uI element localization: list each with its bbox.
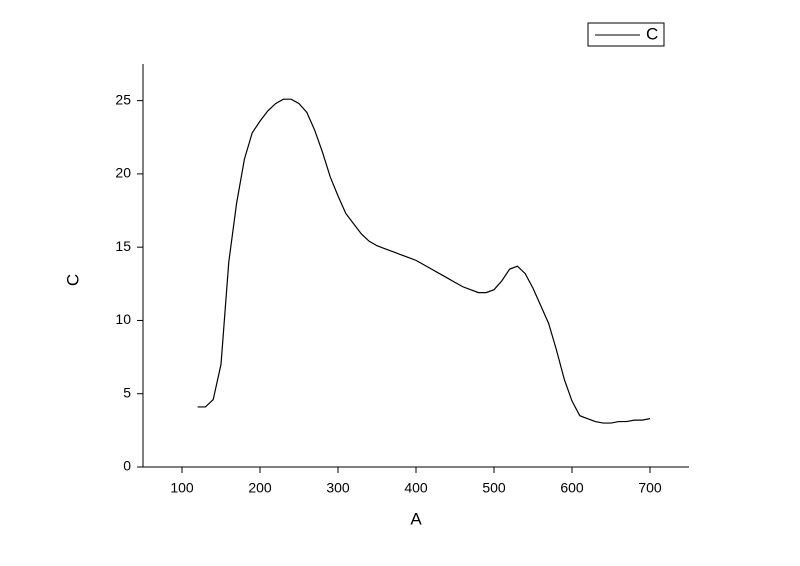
y-tick-label: 5 — [123, 384, 131, 400]
y-axis-label: C — [63, 274, 82, 286]
x-tick-label: 500 — [482, 480, 506, 496]
x-axis-label: A — [410, 509, 422, 528]
y-tick-label: 0 — [123, 458, 131, 474]
data-line — [197, 98, 651, 424]
x-tick-label: 400 — [404, 480, 428, 496]
x-tick-label: 200 — [248, 480, 272, 496]
x-tick-label: 300 — [326, 480, 350, 496]
y-tick-label: 15 — [115, 238, 131, 254]
x-tick-label: 100 — [170, 480, 194, 496]
y-tick-label: 25 — [115, 91, 131, 107]
x-tick-label: 700 — [638, 480, 662, 496]
legend-label: C — [646, 24, 658, 43]
y-tick-label: 20 — [115, 165, 131, 181]
y-tick-label: 10 — [115, 311, 131, 327]
x-tick-label: 600 — [560, 480, 584, 496]
